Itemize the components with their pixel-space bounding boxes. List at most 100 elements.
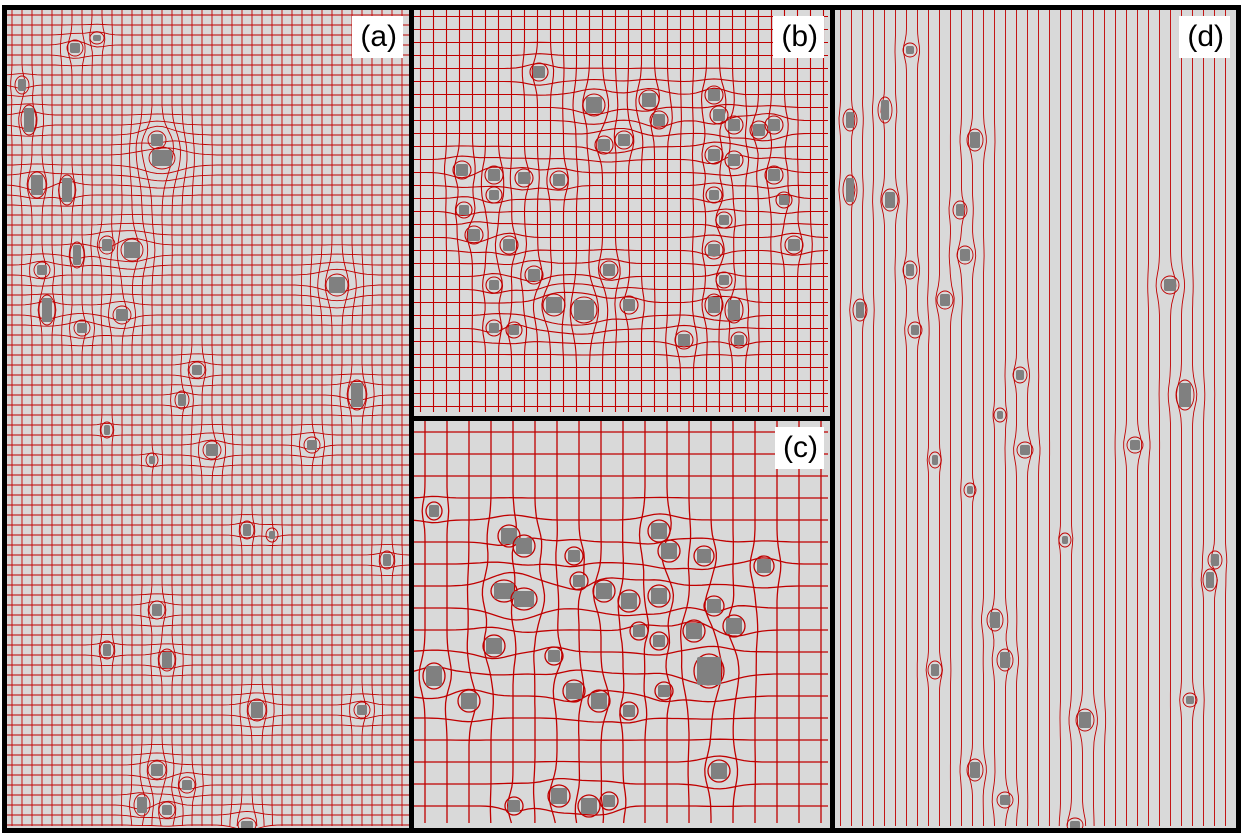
obstacle-contour [753, 555, 775, 577]
mesh-line-vertical [324, 10, 333, 826]
obstacle-shape [728, 154, 740, 166]
obstacle-contour [619, 701, 639, 721]
mesh-line-horizontal [7, 634, 409, 636]
obstacle-shape [383, 554, 391, 566]
mesh-line-vertical [1175, 10, 1186, 826]
obstacle-shape [1000, 652, 1010, 668]
obstacle-contour [704, 240, 724, 260]
mesh-lines [838, 10, 1228, 827]
obstacle-contour [148, 146, 176, 170]
mesh-line-vertical [391, 10, 396, 826]
obstacle-shape [429, 505, 439, 517]
obstacle-shape [149, 456, 155, 464]
mesh-line-horizontal [414, 717, 828, 724]
mesh-line-horizontal [7, 163, 409, 175]
obstacle-shape [518, 172, 530, 184]
obstacle-shape [686, 623, 702, 639]
mesh-line-horizontal [7, 360, 409, 366]
obstacle-contour [33, 261, 51, 279]
panel-a-label: (a) [352, 16, 403, 58]
obstacle-contour [569, 571, 589, 591]
obstacle-shape [104, 425, 110, 435]
obstacle-shape [37, 265, 47, 275]
obstacle-shape [70, 43, 80, 53]
mesh-line-vertical [346, 10, 357, 826]
obstacle-contour [715, 211, 733, 229]
mesh-line-vertical [880, 10, 885, 826]
obstacle-shape [1206, 572, 1214, 588]
obstacle-shape [621, 593, 637, 609]
mesh-line-vertical [480, 10, 489, 412]
mesh-line-horizontal [7, 464, 409, 468]
obstacle-shape [586, 97, 602, 113]
mesh-line-vertical [229, 10, 234, 827]
mesh-line-vertical [715, 10, 727, 412]
obstacle-shape [574, 300, 594, 320]
obstacle-contour [425, 501, 443, 521]
obstacle-shape [707, 599, 721, 613]
obstacle-contour [1016, 441, 1034, 459]
obstacle-shape [708, 244, 720, 256]
mesh-line-vertical [989, 10, 996, 827]
obstacle-contour [524, 265, 544, 285]
obstacle-contour [237, 817, 257, 828]
obstacle-shape [728, 300, 740, 320]
mesh-line-vertical [10, 10, 13, 826]
obstacle-shape [1070, 821, 1080, 828]
obstacle-contour [724, 115, 744, 135]
mesh-line-vertical [1137, 10, 1143, 826]
mesh-line-horizontal [414, 537, 828, 546]
panel-d-mesh [838, 10, 1228, 828]
mesh-line-vertical [1155, 10, 1161, 826]
mesh-line-vertical [574, 421, 585, 824]
obstacle-shape [503, 239, 515, 251]
panel-b-label: (b) [773, 16, 824, 58]
obstacle-shape [932, 455, 938, 465]
obstacle-shape [151, 134, 163, 146]
mesh-line-vertical [765, 10, 773, 412]
mesh-line-vertical [81, 10, 87, 826]
obstacle-shape [726, 618, 742, 634]
mesh-line-horizontal [7, 810, 409, 820]
obstacle-contour [986, 608, 1004, 632]
obstacle-contour [682, 619, 706, 643]
mesh-line-vertical [548, 421, 563, 824]
obstacle-shape [494, 583, 514, 599]
mesh-line-horizontal [7, 699, 409, 706]
mesh-line-horizontal [7, 772, 409, 781]
panel-c-label: (c) [775, 427, 824, 469]
mesh-line-horizontal [7, 268, 409, 280]
obstacle-shape [1016, 370, 1024, 380]
obstacle-contour [877, 96, 893, 124]
mesh-line-horizontal [7, 684, 409, 686]
obstacle-shape [1000, 795, 1010, 805]
obstacle-shape [182, 780, 192, 790]
mesh-line-vertical [1114, 10, 1117, 826]
mesh-line-vertical [271, 10, 275, 826]
obstacle-contour [529, 62, 549, 82]
mesh-line-vertical [67, 10, 77, 826]
mesh-line-horizontal [7, 94, 409, 97]
obstacle-shape [768, 169, 780, 181]
obstacle-shape [152, 150, 172, 166]
obstacle-shape [102, 239, 112, 251]
mesh-line-vertical [261, 10, 268, 827]
mesh-line-horizontal [414, 738, 828, 741]
obstacle-shape [960, 249, 970, 261]
obstacle-contour [570, 296, 598, 324]
obstacle-shape [488, 169, 500, 181]
mesh-line-horizontal [414, 495, 828, 499]
mesh-line-horizontal [7, 40, 409, 48]
obstacle-shape [708, 89, 720, 101]
obstacle-contour [100, 421, 114, 439]
obstacle-contour [709, 105, 729, 125]
obstacle-contour [158, 648, 176, 672]
obstacle-shape [697, 549, 711, 563]
obstacle-shape [1062, 536, 1068, 544]
obstacle-contour [353, 701, 371, 719]
mesh-line-vertical [872, 10, 875, 826]
obstacle-contour [614, 130, 634, 150]
obstacle-shape [653, 114, 665, 126]
mesh-line-horizontal [414, 621, 828, 637]
obstacle-contour [69, 241, 85, 269]
